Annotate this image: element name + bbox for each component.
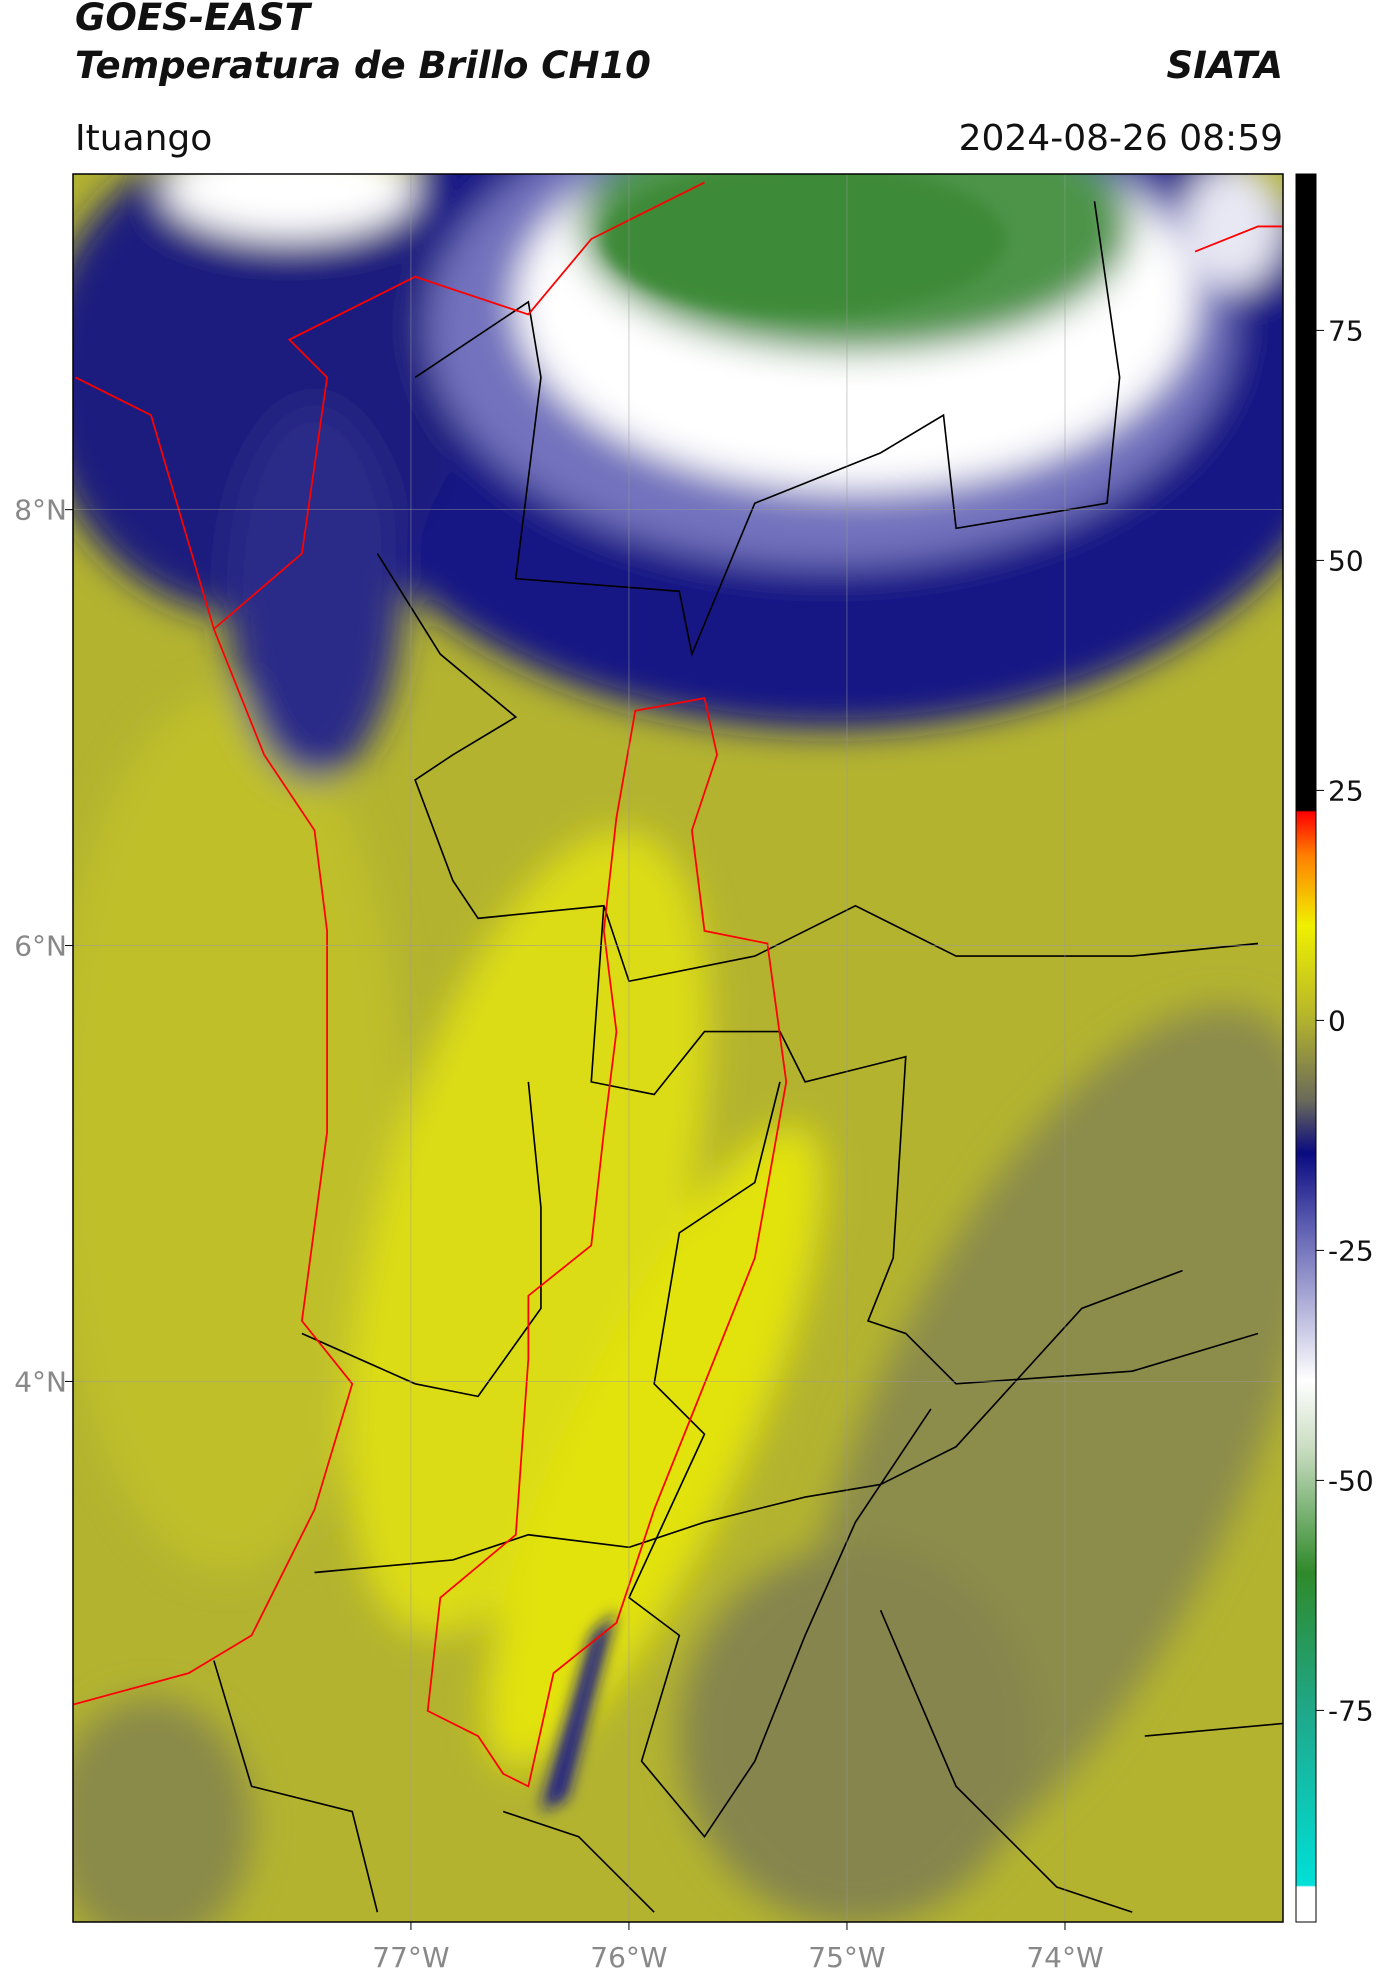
y-tick-label: 8°N xyxy=(14,494,67,527)
grid xyxy=(73,174,1283,1922)
brand: SIATA xyxy=(1166,44,1283,87)
colorbar-tick-label: 75 xyxy=(1328,314,1364,347)
colorbar-tick-label: 50 xyxy=(1328,544,1364,577)
colorbar-tick-label: -50 xyxy=(1328,1464,1374,1497)
datetime: 2024-08-26 08:59 xyxy=(959,118,1283,159)
subtitle: Temperatura de Brillo CH10 xyxy=(75,44,651,87)
colorbar-tick-label: 25 xyxy=(1328,774,1364,807)
colorbar xyxy=(1295,173,1317,1923)
map-frame xyxy=(72,173,1284,1923)
x-tick-label: 77°W xyxy=(372,1941,449,1974)
y-tick-label: 6°N xyxy=(14,930,67,963)
colorbar-tick-label: -75 xyxy=(1328,1694,1374,1727)
colorbar-tick-label: -25 xyxy=(1328,1234,1374,1267)
x-tick-label: 75°W xyxy=(808,1941,885,1974)
map-imagery xyxy=(72,173,1284,1923)
x-tick-label: 76°W xyxy=(590,1941,667,1974)
location: Ituango xyxy=(75,118,212,159)
x-tick-label: 74°W xyxy=(1026,1941,1103,1974)
colorbar-tick-label: 0 xyxy=(1328,1004,1346,1037)
y-tick-label: 4°N xyxy=(14,1365,67,1398)
title: GOES-EAST xyxy=(75,0,313,39)
